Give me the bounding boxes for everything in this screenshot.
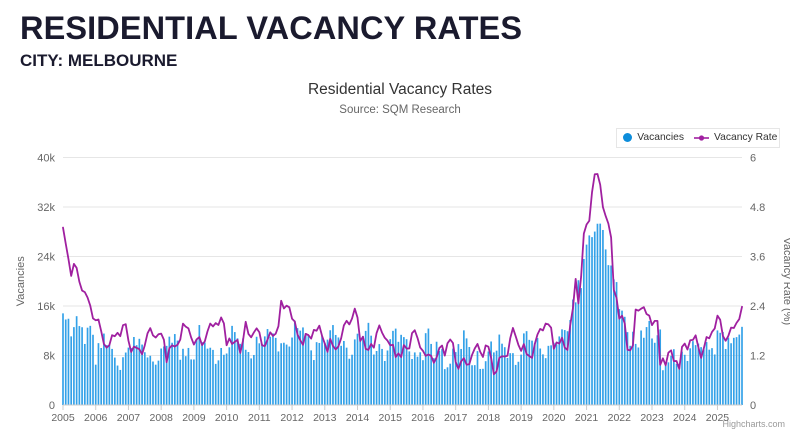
- svg-text:3.6: 3.6: [750, 252, 765, 264]
- svg-text:0: 0: [750, 400, 756, 412]
- svg-text:8k: 8k: [43, 351, 55, 363]
- svg-text:2019: 2019: [509, 412, 533, 424]
- svg-text:2012: 2012: [280, 412, 304, 424]
- svg-text:2025: 2025: [706, 412, 730, 424]
- svg-text:2024: 2024: [673, 412, 697, 424]
- svg-text:6: 6: [750, 153, 756, 165]
- svg-text:Vacancies: Vacancies: [15, 256, 27, 306]
- svg-text:2016: 2016: [411, 412, 435, 424]
- svg-text:2020: 2020: [542, 412, 566, 424]
- svg-text:2018: 2018: [477, 412, 501, 424]
- svg-text:2022: 2022: [608, 412, 632, 424]
- svg-text:16k: 16k: [37, 301, 55, 313]
- svg-text:2.4: 2.4: [750, 301, 765, 313]
- svg-text:2013: 2013: [313, 412, 337, 424]
- svg-text:2011: 2011: [248, 412, 271, 424]
- svg-text:32k: 32k: [37, 202, 55, 214]
- svg-text:2021: 2021: [575, 412, 599, 424]
- svg-text:40k: 40k: [37, 153, 55, 165]
- svg-text:24k: 24k: [37, 252, 55, 264]
- svg-text:0: 0: [49, 400, 55, 412]
- svg-text:2010: 2010: [215, 412, 239, 424]
- svg-text:2014: 2014: [346, 412, 370, 424]
- svg-text:Vacancy Rate (%): Vacancy Rate (%): [781, 237, 790, 325]
- svg-text:2005: 2005: [51, 412, 75, 424]
- svg-text:2017: 2017: [444, 412, 468, 424]
- svg-text:2006: 2006: [84, 412, 108, 424]
- svg-text:4.8: 4.8: [750, 202, 765, 214]
- svg-text:2023: 2023: [640, 412, 664, 424]
- svg-text:2009: 2009: [182, 412, 206, 424]
- svg-text:1.2: 1.2: [750, 351, 765, 363]
- svg-text:2008: 2008: [149, 412, 173, 424]
- svg-text:2007: 2007: [117, 412, 141, 424]
- svg-text:2015: 2015: [379, 412, 403, 424]
